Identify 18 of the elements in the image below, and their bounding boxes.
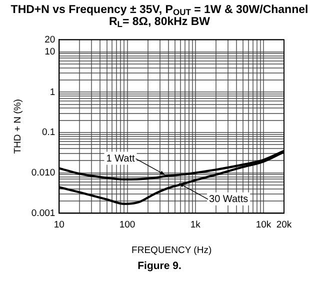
y-tick-label: 10 [44,46,56,58]
y-tick-label: 0.010 [31,167,56,178]
y-tick-label: 20 [44,34,56,46]
chart-subtitle: R$_{L}$= 8Ω, 80kHz BW [108,16,212,29]
x-tick-label: 20k [276,220,292,231]
chart-title: THD+N vs Frequency ± 35V, P$_{OUT}$ = 1W & 30W/Channel [10,4,310,17]
x-tick-label: 100 [119,220,136,231]
y-axis-title: THD + N (%) [12,99,24,154]
x-tick-label: 10k [256,220,272,231]
y-tick-label: 0.1 [42,127,56,138]
caption: Figure 9. [136,260,182,272]
annotation: 30 Watts [209,194,248,206]
x-tick-label: 1k [190,220,201,231]
x-tick-label: 10 [54,220,64,231]
x-axis-title: FREQUENCY (Hz) [132,244,212,256]
y-tick-label: 0.001 [31,208,56,219]
annotation: 1 Watt [106,153,135,164]
y-tick-label: 1 [50,86,56,98]
